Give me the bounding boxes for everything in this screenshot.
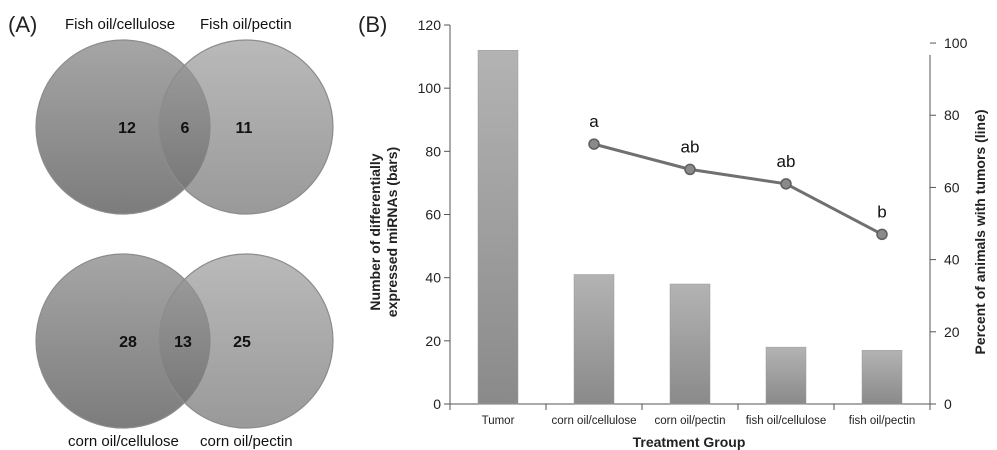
significance-label: a <box>589 112 599 131</box>
y-right-tick-label: 80 <box>944 107 960 123</box>
x-category-label: corn oil/pectin <box>655 415 726 427</box>
venn-top-left-label: Fish oil/cellulose <box>65 16 175 33</box>
venn-bottom-overlap-count: 13 <box>174 334 192 351</box>
venn-bottom-left-label: corn oil/cellulose <box>68 433 179 450</box>
y-left-tick-label: 80 <box>425 143 441 159</box>
x-category-label: fish oil/cellulose <box>746 415 827 427</box>
bar <box>573 274 615 405</box>
y-left-tick-label: 40 <box>425 270 441 286</box>
bar <box>669 283 711 405</box>
venn-bottom-right-count: 25 <box>233 334 251 351</box>
venn-diagram-top: Fish oil/cellulose Fish oil/pectin 12 6 … <box>35 16 334 215</box>
line-point <box>780 178 792 190</box>
y-right-tick-label: 20 <box>944 324 960 340</box>
y-left-tick-label: 120 <box>418 17 442 33</box>
y-right-tick-label: 60 <box>944 179 960 195</box>
y-left-tick-label: 60 <box>425 207 441 223</box>
bar <box>477 50 519 405</box>
x-axis-title: Treatment Group <box>633 434 746 450</box>
bar <box>765 346 807 405</box>
x-category-label: corn oil/cellulose <box>551 415 636 427</box>
y-right-tick-label: 100 <box>944 35 968 51</box>
panel-b-label: (B) <box>358 12 387 37</box>
line-point <box>684 163 696 176</box>
venn-top-overlap-count: 6 <box>181 120 190 137</box>
significance-label: ab <box>681 137 700 156</box>
line-point <box>588 138 600 150</box>
x-category-label: Tumor <box>482 415 515 427</box>
bar <box>861 350 903 405</box>
venn-top-right-circle <box>158 39 334 215</box>
y-left-tick-label: 0 <box>433 396 441 412</box>
y-right-tick-label: 0 <box>944 396 952 412</box>
venn-top-right-count: 11 <box>236 120 253 137</box>
venn-top-right-label: Fish oil/pectin <box>200 16 292 33</box>
bar-line-chart: Number of differentially expressed miRNA… <box>367 17 988 450</box>
venn-top-left-count: 12 <box>118 120 136 137</box>
venn-bottom-right-circle <box>158 253 334 429</box>
venn-bottom-right-label: corn oil/pectin <box>200 433 293 450</box>
significance-label: ab <box>777 152 796 171</box>
y-axis-left-title-line1: Number of differentially <box>367 153 383 310</box>
y-axis-right-title: Percent of animals with tumors (line) <box>972 109 988 354</box>
tumor-percent-line <box>593 142 883 236</box>
venn-bottom-left-count: 28 <box>119 334 137 351</box>
venn-diagram-bottom: 28 13 25 corn oil/cellulose corn oil/pec… <box>35 253 334 450</box>
line-point <box>876 228 888 241</box>
y-right-tick-label: 40 <box>944 252 960 268</box>
plot-area: 0 20 40 60 80 100 120 0 20 40 60 80 100 Tumor corn oil… <box>418 17 968 427</box>
panel-a-label: (A) <box>8 12 37 37</box>
y-axis-left-title: Number of differentially expressed miRNA… <box>367 147 400 317</box>
y-left-tick-label: 20 <box>425 333 441 349</box>
y-axis-left-title-line2: expressed miRNAs (bars) <box>384 147 400 317</box>
y-left-tick-label: 100 <box>418 80 442 96</box>
significance-label: b <box>877 202 886 221</box>
x-category-label: fish oil/pectin <box>849 415 915 427</box>
